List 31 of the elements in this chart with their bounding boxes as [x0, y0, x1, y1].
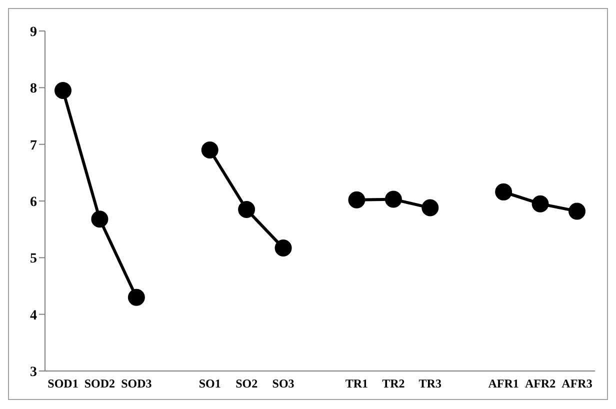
point	[532, 195, 549, 212]
x-tick-label: SOD2	[84, 376, 116, 391]
x-tick-label: SO3	[272, 376, 294, 391]
point	[54, 82, 72, 99]
x-tick-label: SO1	[198, 376, 221, 391]
y-tick-label: 6	[30, 194, 37, 210]
y-tick-label: 4	[30, 308, 37, 324]
x-tick-label: SOD3	[121, 376, 152, 391]
x-tick-label: AFR3	[562, 376, 592, 391]
point	[568, 202, 586, 220]
y-tick-label: 9	[30, 24, 37, 40]
point	[128, 288, 145, 306]
point	[422, 199, 439, 216]
point	[384, 190, 402, 208]
point	[201, 142, 218, 158]
y-tick-label: 5	[30, 252, 37, 267]
point	[348, 191, 366, 208]
x-tick-label: TR2	[382, 376, 405, 391]
point	[274, 240, 292, 257]
y-tick-label: 3	[30, 364, 37, 380]
x-tick-label: AFR2	[524, 376, 556, 391]
x-tick-label: TR1	[345, 376, 368, 391]
point	[495, 183, 512, 200]
x-tick-label: TR3	[418, 376, 442, 391]
point	[238, 201, 256, 218]
x-tick-label: SOD1	[48, 376, 78, 391]
x-tick-label: AFR1	[488, 376, 519, 391]
point	[91, 210, 108, 228]
y-tick-label: 8	[30, 82, 37, 97]
y-tick-label: 7	[30, 138, 37, 154]
x-tick-label: SO2	[236, 376, 258, 391]
